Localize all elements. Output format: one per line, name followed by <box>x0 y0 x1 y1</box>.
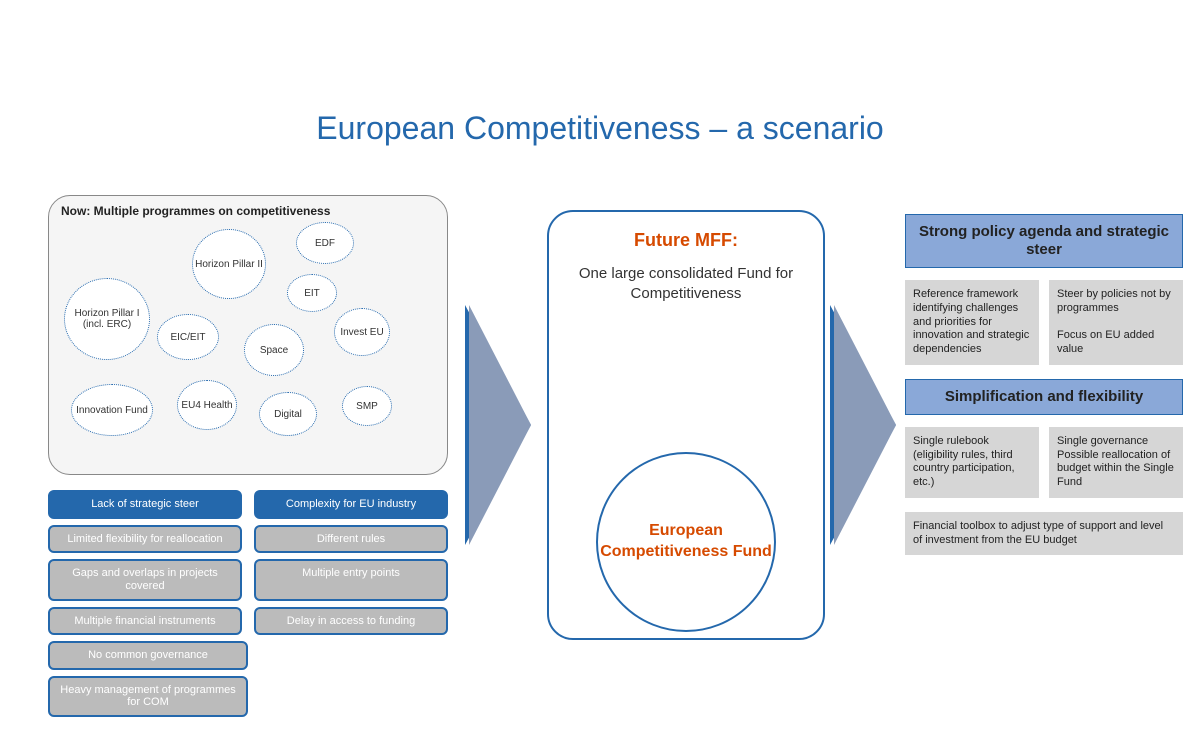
now-panel-title: Now: Multiple programmes on competitiven… <box>61 204 330 218</box>
bubble-space: Space <box>244 324 304 376</box>
issue-box: Different rules <box>254 525 448 554</box>
issue-box: Multiple financial instruments <box>48 607 242 636</box>
now-programmes-panel: Now: Multiple programmes on competitiven… <box>48 195 448 475</box>
issue-box: Lack of strategic steer <box>48 490 242 519</box>
issue-box: Multiple entry points <box>254 559 448 600</box>
bubble-eit: EIT <box>287 274 337 312</box>
arrow-2-icon <box>834 305 896 545</box>
bubble-digital: Digital <box>259 392 317 436</box>
section2-box-1: Single rulebook (eligibility rules, thir… <box>905 427 1039 498</box>
future-mff-panel: Future MFF: One large consolidated Fund … <box>547 210 825 640</box>
bubble-eic-eit: EIC/EIT <box>157 314 219 360</box>
section1-header: Strong policy agenda and strategic steer <box>905 214 1183 268</box>
bubble-invest-eu: Invest EU <box>334 308 390 356</box>
bubble-innovation-fund: Innovation Fund <box>71 384 153 436</box>
issue-box: Heavy management of programmes for COM <box>48 676 248 717</box>
bubble-edf: EDF <box>296 222 354 264</box>
issue-box: Gaps and overlaps in projects covered <box>48 559 242 600</box>
future-mff-subheading: One large consolidated Fund for Competit… <box>563 264 809 303</box>
section2-box-wide: Financial toolbox to adjust type of supp… <box>905 512 1183 556</box>
issue-box: No common governance <box>48 641 248 670</box>
issue-box: Delay in access to funding <box>254 607 448 636</box>
section1-box-2: Steer by policies not by programmes Focu… <box>1049 280 1183 365</box>
issue-box: Limited flexibility for reallocation <box>48 525 242 554</box>
future-mff-heading: Future MFF: <box>549 230 823 251</box>
section2-box-2: Single governance Possible reallocation … <box>1049 427 1183 498</box>
section1-box-1: Reference framework identifying challeng… <box>905 280 1039 365</box>
bubble-smp: SMP <box>342 386 392 426</box>
right-column: Strong policy agenda and strategic steer… <box>905 214 1183 569</box>
page-title: European Competitiveness – a scenario <box>316 110 883 147</box>
ecf-circle: European Competitiveness Fund <box>596 452 776 632</box>
issue-boxes: Lack of strategic steer Complexity for EU… <box>48 490 448 723</box>
bubble-horizon-pillar1: Horizon Pillar I (incl. ERC) <box>64 278 150 360</box>
issue-box: Complexity for EU industry <box>254 490 448 519</box>
bubble-eu4health: EU4 Health <box>177 380 237 430</box>
arrow-1-icon <box>469 305 531 545</box>
section2-header: Simplification and flexibility <box>905 379 1183 415</box>
bubble-horizon-pillar2: Horizon Pillar II <box>192 229 266 299</box>
